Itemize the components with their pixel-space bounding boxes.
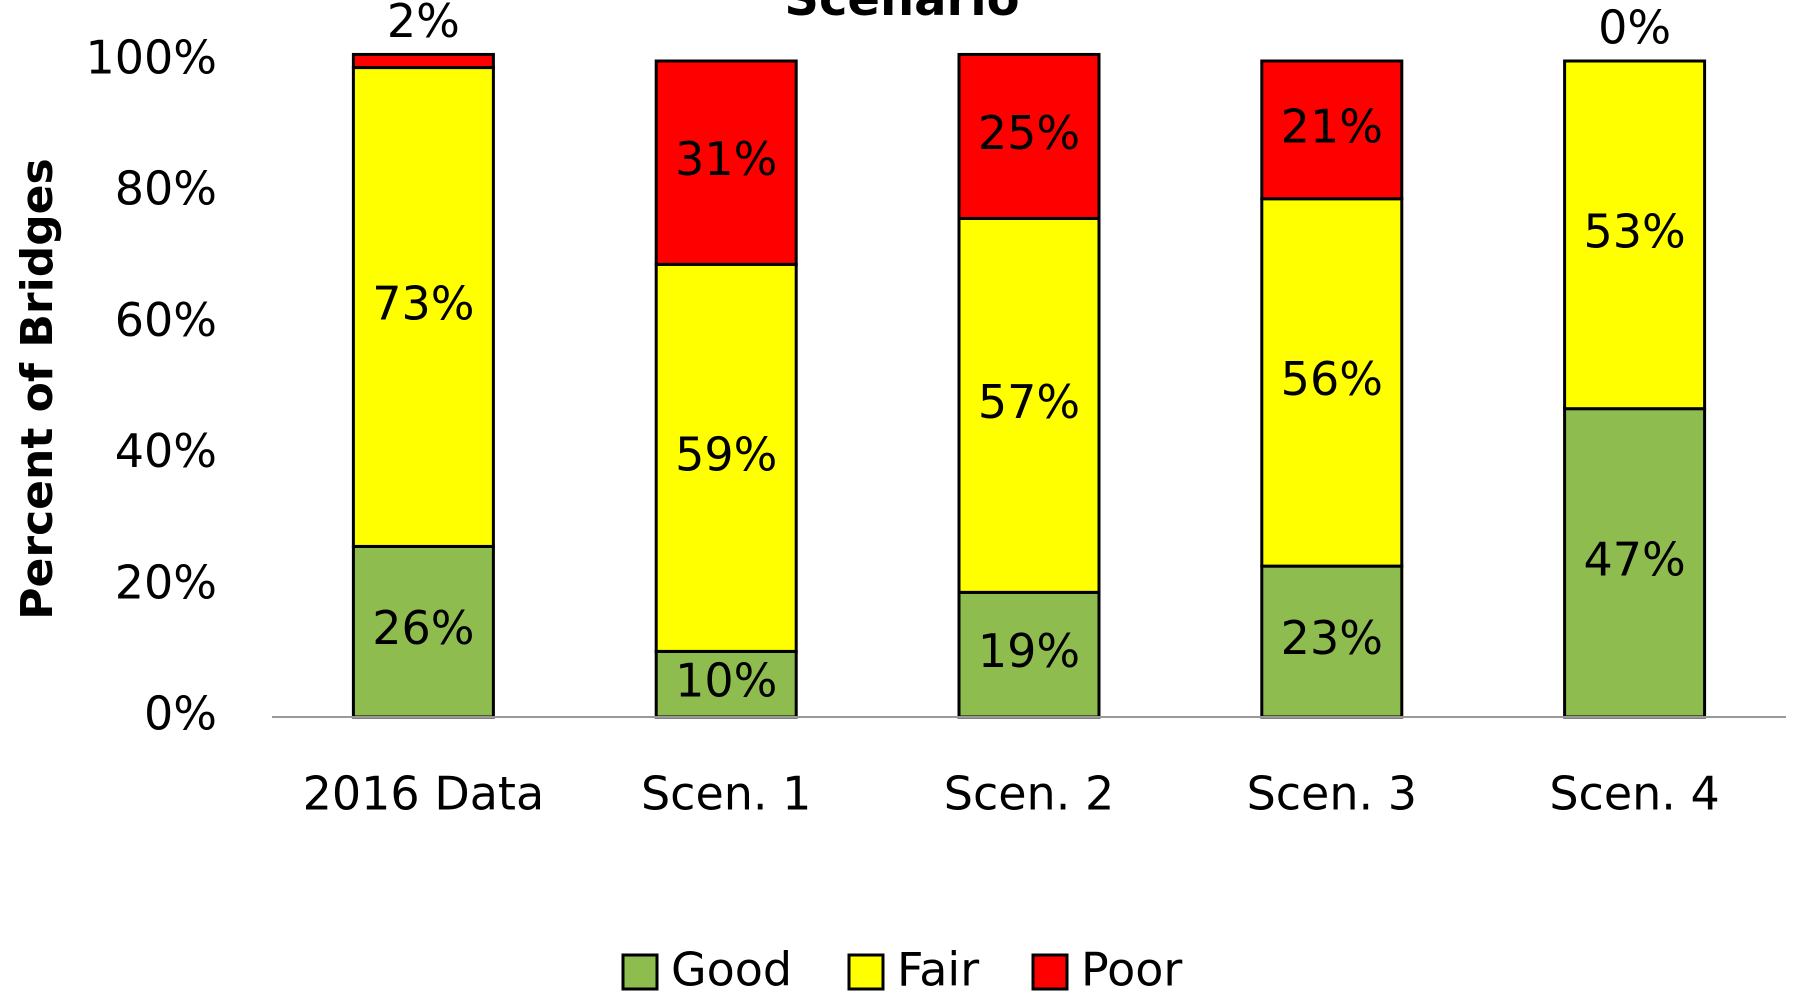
bar-segment	[654, 59, 798, 266]
legend-label: Fair	[897, 943, 979, 994]
legend-swatch	[621, 953, 659, 991]
data-label: 10%	[675, 654, 777, 708]
x-tick-label: Scen. 2	[944, 767, 1114, 821]
y-tick-label: 60%	[115, 293, 217, 347]
data-label: 2%	[387, 0, 460, 48]
bar-segment	[1563, 407, 1707, 719]
data-label: 56%	[1281, 352, 1383, 406]
data-label: 47%	[1583, 532, 1685, 586]
bar-segment	[351, 544, 495, 719]
data-label: 26%	[372, 601, 474, 655]
data-label: 31%	[675, 132, 777, 186]
data-label: 53%	[1583, 204, 1685, 258]
data-label: 59%	[675, 427, 777, 481]
bar-segment	[957, 216, 1101, 594]
data-label: 23%	[1281, 611, 1383, 665]
bar-segment	[1563, 59, 1707, 411]
chart-title: Scenario	[784, 0, 1019, 27]
y-tick-label: 80%	[115, 162, 217, 216]
legend-label: Poor	[1081, 943, 1182, 994]
data-label: 19%	[978, 624, 1080, 678]
legend-swatch	[847, 953, 885, 991]
legend-swatch	[1031, 953, 1069, 991]
bar-segment	[351, 66, 495, 548]
legend-label: Good	[671, 943, 792, 994]
x-tick-label: Scen. 1	[641, 767, 811, 821]
bar-segment	[351, 52, 495, 70]
bar-segment	[957, 590, 1101, 719]
y-tick-label: 100%	[85, 31, 217, 85]
y-axis-label: Percent of Bridges	[12, 158, 63, 619]
x-tick-label: Scen. 3	[1247, 767, 1417, 821]
data-label: 0%	[1598, 1, 1671, 55]
x-tick-label: 2016 Data	[303, 767, 545, 821]
data-label: 21%	[1281, 99, 1383, 153]
bar-segment	[1260, 59, 1404, 201]
y-tick-label: 0%	[144, 687, 217, 741]
bar-segment	[1260, 197, 1404, 568]
bar-segment	[654, 262, 798, 653]
data-label: 25%	[978, 106, 1080, 160]
y-tick-label: 20%	[115, 555, 217, 609]
data-label: 57%	[978, 375, 1080, 429]
x-tick-label: Scen. 4	[1549, 767, 1719, 821]
bar-segment	[957, 52, 1101, 220]
data-label: 73%	[372, 277, 474, 331]
y-tick-label: 40%	[115, 424, 217, 478]
